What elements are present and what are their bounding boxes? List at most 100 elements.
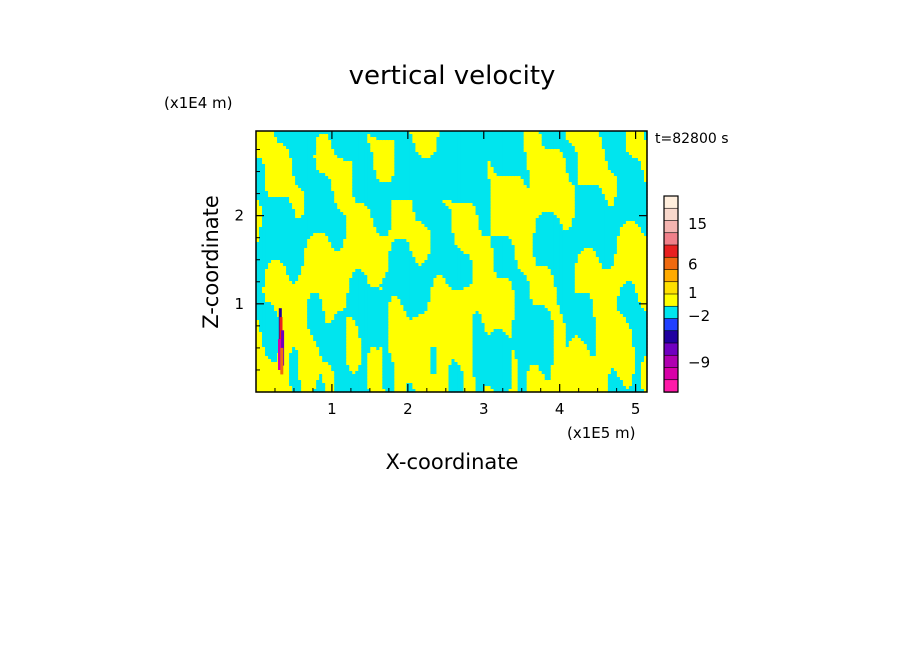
field-cell — [307, 248, 311, 252]
field-cell — [337, 317, 341, 321]
field-cell — [259, 275, 263, 279]
field-cell — [256, 197, 260, 201]
field-cell — [331, 251, 335, 255]
field-cell — [349, 263, 353, 267]
field-cell — [286, 371, 290, 375]
field-cell — [301, 137, 305, 141]
field-cell — [268, 161, 272, 165]
field-cell — [307, 290, 311, 294]
field-cell — [322, 260, 326, 264]
field-cell — [340, 341, 344, 345]
field-cell — [346, 299, 350, 303]
field-cell — [352, 293, 356, 297]
field-cell — [319, 161, 323, 165]
field-cell — [355, 344, 359, 348]
field-cell — [340, 158, 344, 162]
field-cell — [340, 326, 344, 330]
field-cell — [313, 140, 317, 144]
field-cell — [286, 260, 290, 264]
field-cell — [292, 299, 296, 303]
field-cell — [307, 308, 311, 312]
field-cell — [256, 374, 260, 378]
field-cell — [283, 173, 287, 177]
field-cell — [265, 284, 269, 288]
field-cell — [304, 131, 308, 135]
field-cell — [343, 260, 347, 264]
field-cell — [295, 149, 299, 153]
field-cell — [355, 140, 359, 144]
field-cell — [328, 272, 332, 276]
field-cell — [262, 323, 266, 327]
field-cell — [262, 221, 266, 225]
field-cell — [358, 224, 362, 228]
field-cell — [292, 302, 296, 306]
field-cell — [328, 134, 332, 138]
field-cell — [328, 170, 332, 174]
field-cell — [289, 305, 293, 309]
field-cell — [334, 245, 338, 249]
field-cell — [343, 188, 347, 192]
field-cell — [322, 227, 326, 231]
field-cell — [295, 257, 299, 261]
field-cell — [328, 299, 332, 303]
field-cell — [349, 359, 353, 363]
field-cell — [304, 371, 308, 375]
field-cell — [268, 155, 272, 159]
field-cell — [265, 263, 269, 267]
field-cell — [286, 356, 290, 360]
field-cell — [325, 296, 329, 300]
field-cell — [358, 317, 362, 321]
field-cell — [343, 356, 347, 360]
field-cell — [277, 263, 281, 267]
field-cell — [313, 287, 317, 291]
field-cell — [301, 176, 305, 180]
field-cell — [271, 158, 275, 162]
field-cell — [346, 149, 350, 153]
field-cell — [262, 206, 266, 210]
field-cell — [268, 167, 272, 171]
field-cell — [265, 359, 269, 363]
field-cell — [292, 320, 296, 324]
field-cell — [286, 353, 290, 357]
field-cell — [340, 365, 344, 369]
field-cell — [346, 296, 350, 300]
field-cell — [304, 362, 308, 366]
field-cell — [349, 188, 353, 192]
field-cell — [352, 347, 356, 351]
field-cell — [346, 281, 350, 285]
field-cell — [307, 299, 311, 303]
field-cell — [304, 359, 308, 363]
field-cell — [352, 344, 356, 348]
field-cell — [277, 203, 281, 207]
field-cell — [271, 134, 275, 138]
field-cell — [265, 227, 269, 231]
field-cell — [289, 284, 293, 288]
field-cell — [286, 212, 290, 216]
field-cell — [334, 251, 338, 255]
field-cell — [256, 158, 260, 162]
field-cell — [316, 377, 320, 381]
field-cell — [256, 338, 260, 342]
field-cell — [295, 281, 299, 285]
field-cell — [337, 146, 341, 150]
field-cell — [304, 323, 308, 327]
field-cell — [313, 362, 317, 366]
field-cell — [283, 326, 287, 330]
field-cell — [280, 149, 284, 153]
field-cell — [355, 200, 359, 204]
field-cell — [289, 374, 293, 378]
field-cell — [280, 278, 284, 282]
field-cell — [280, 260, 284, 264]
field-cell — [355, 137, 359, 141]
field-cell — [304, 260, 308, 264]
field-cell — [274, 341, 278, 345]
field-cell — [325, 251, 329, 255]
field-cell — [256, 233, 260, 237]
field-cell — [337, 236, 341, 240]
field-cell — [274, 305, 278, 309]
field-cell — [328, 221, 332, 225]
field-cell — [316, 140, 320, 144]
field-cell — [328, 335, 332, 339]
field-cell — [262, 278, 266, 282]
field-cell — [322, 146, 326, 150]
